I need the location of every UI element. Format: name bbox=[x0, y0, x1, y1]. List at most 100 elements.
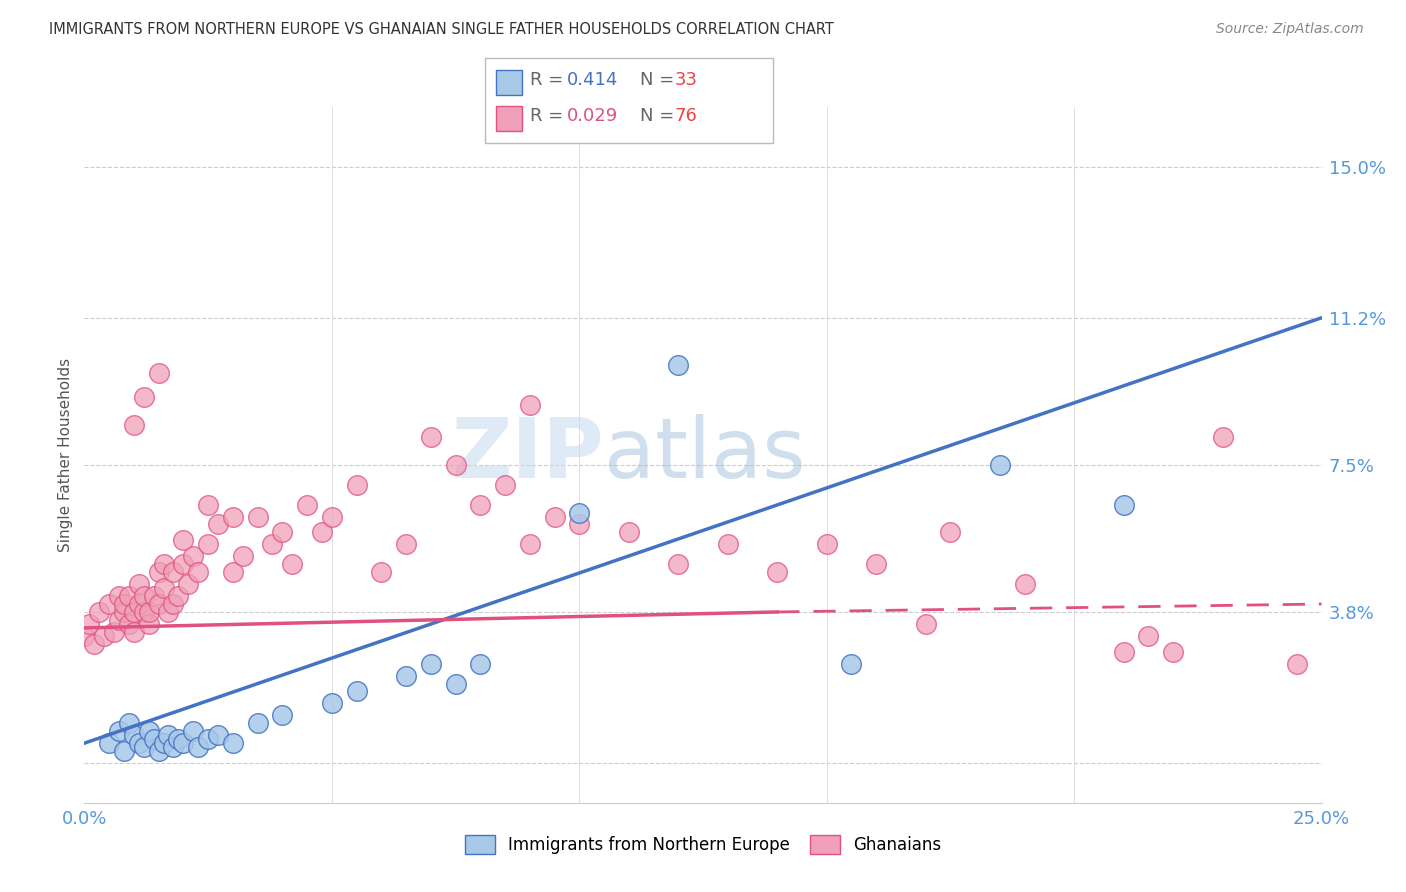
Point bbox=[494, 477, 516, 491]
Point bbox=[766, 565, 789, 579]
Point bbox=[162, 597, 184, 611]
Text: N =: N = bbox=[640, 107, 673, 125]
Text: 76: 76 bbox=[675, 107, 697, 125]
Point bbox=[122, 605, 145, 619]
Point bbox=[122, 418, 145, 433]
Point bbox=[939, 525, 962, 540]
Point bbox=[568, 517, 591, 532]
Point bbox=[1112, 645, 1135, 659]
Point bbox=[311, 525, 333, 540]
Point bbox=[1014, 577, 1036, 591]
Point bbox=[321, 509, 343, 524]
Point bbox=[142, 589, 165, 603]
Point bbox=[617, 525, 640, 540]
Point bbox=[172, 533, 194, 548]
Point bbox=[207, 728, 229, 742]
Point bbox=[118, 716, 141, 731]
Point bbox=[232, 549, 254, 564]
Point bbox=[1137, 629, 1160, 643]
Point bbox=[89, 605, 111, 619]
Point bbox=[148, 744, 170, 758]
Point bbox=[519, 398, 541, 412]
Point bbox=[138, 616, 160, 631]
Point bbox=[222, 509, 245, 524]
Point bbox=[83, 637, 105, 651]
Point bbox=[346, 684, 368, 698]
Point bbox=[717, 537, 740, 551]
Point bbox=[222, 565, 245, 579]
Text: N =: N = bbox=[640, 71, 673, 89]
Point bbox=[138, 724, 160, 739]
Point bbox=[1161, 645, 1184, 659]
Point bbox=[271, 708, 294, 723]
Point bbox=[444, 458, 467, 472]
Point bbox=[152, 558, 174, 572]
Point bbox=[112, 605, 135, 619]
Point bbox=[73, 629, 96, 643]
Point bbox=[103, 624, 125, 639]
Legend: Immigrants from Northern Europe, Ghanaians: Immigrants from Northern Europe, Ghanaia… bbox=[458, 828, 948, 861]
Point bbox=[1285, 657, 1308, 671]
Text: IMMIGRANTS FROM NORTHERN EUROPE VS GHANAIAN SINGLE FATHER HOUSEHOLDS CORRELATION: IMMIGRANTS FROM NORTHERN EUROPE VS GHANA… bbox=[49, 22, 834, 37]
Point bbox=[167, 732, 190, 747]
Y-axis label: Single Father Households: Single Father Households bbox=[58, 358, 73, 552]
Point bbox=[118, 589, 141, 603]
Point bbox=[162, 740, 184, 755]
Point bbox=[132, 740, 155, 755]
Text: R =: R = bbox=[530, 71, 564, 89]
Point bbox=[1212, 430, 1234, 444]
Point bbox=[988, 458, 1011, 472]
Point bbox=[395, 537, 418, 551]
Point bbox=[321, 697, 343, 711]
Point bbox=[172, 558, 194, 572]
Point bbox=[152, 736, 174, 750]
Point bbox=[246, 509, 269, 524]
Point bbox=[222, 736, 245, 750]
Point bbox=[167, 589, 190, 603]
Text: 0.414: 0.414 bbox=[567, 71, 619, 89]
Point bbox=[177, 577, 200, 591]
Point bbox=[666, 558, 689, 572]
Text: R =: R = bbox=[530, 107, 564, 125]
Point bbox=[914, 616, 936, 631]
Point bbox=[128, 577, 150, 591]
Text: ZIP: ZIP bbox=[451, 415, 605, 495]
Point bbox=[207, 517, 229, 532]
Point bbox=[419, 657, 441, 671]
Point bbox=[197, 498, 219, 512]
Point bbox=[262, 537, 284, 551]
Point bbox=[197, 732, 219, 747]
Point bbox=[568, 506, 591, 520]
Point bbox=[181, 724, 204, 739]
Point bbox=[172, 736, 194, 750]
Point bbox=[157, 605, 180, 619]
Point bbox=[108, 589, 131, 603]
Point bbox=[148, 597, 170, 611]
Point bbox=[1112, 498, 1135, 512]
Point bbox=[112, 744, 135, 758]
Text: 0.029: 0.029 bbox=[567, 107, 617, 125]
Point bbox=[79, 616, 101, 631]
Point bbox=[419, 430, 441, 444]
Point bbox=[108, 724, 131, 739]
Point bbox=[187, 740, 209, 755]
Point bbox=[666, 359, 689, 373]
Point bbox=[187, 565, 209, 579]
Point bbox=[142, 732, 165, 747]
Point bbox=[181, 549, 204, 564]
Point bbox=[197, 537, 219, 551]
Point bbox=[122, 624, 145, 639]
Point bbox=[370, 565, 392, 579]
Point bbox=[865, 558, 887, 572]
Text: atlas: atlas bbox=[605, 415, 806, 495]
Point bbox=[128, 597, 150, 611]
Point bbox=[112, 597, 135, 611]
Point bbox=[122, 728, 145, 742]
Point bbox=[271, 525, 294, 540]
Point bbox=[346, 477, 368, 491]
Point bbox=[152, 581, 174, 595]
Point bbox=[157, 728, 180, 742]
Text: 33: 33 bbox=[675, 71, 697, 89]
Text: Source: ZipAtlas.com: Source: ZipAtlas.com bbox=[1216, 22, 1364, 37]
Point bbox=[295, 498, 318, 512]
